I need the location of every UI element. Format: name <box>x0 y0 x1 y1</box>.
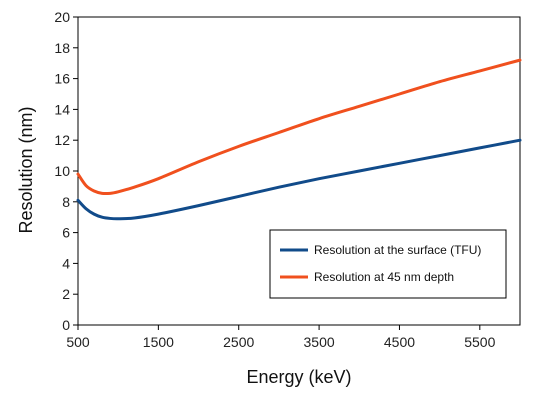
y-tick-label: 6 <box>62 225 70 241</box>
y-tick-label: 0 <box>62 317 70 333</box>
series-line-2 <box>76 58 522 196</box>
y-tick-label: 12 <box>54 132 70 148</box>
y-tick-label: 4 <box>62 255 70 271</box>
series-line-1 <box>76 138 522 221</box>
x-axis-label: Energy (keV) <box>246 367 351 387</box>
x-tick-label: 2500 <box>223 334 254 350</box>
x-tick-label: 1500 <box>143 334 174 350</box>
y-tick-label: 20 <box>54 9 70 25</box>
y-tick-label: 8 <box>62 194 70 210</box>
y-tick-label: 14 <box>54 101 70 117</box>
legend-label-1: Resolution at the surface (TFU) <box>314 243 481 257</box>
y-tick-label: 18 <box>54 40 70 56</box>
y-tick-label: 10 <box>54 163 70 179</box>
legend-label-2: Resolution at 45 nm depth <box>314 270 454 284</box>
y-axis-label: Resolution (nm) <box>16 106 36 233</box>
legend-box <box>269 229 507 299</box>
tick-labels: 0 2 4 6 8 10 12 14 16 18 20 500 1500 2500 3500 4500 5500 <box>54 9 495 350</box>
x-tick-label: 3500 <box>304 334 335 350</box>
x-tick-label: 5500 <box>464 334 495 350</box>
y-tick-label: 16 <box>54 71 70 87</box>
series-lines <box>76 58 522 221</box>
x-tick-label: 500 <box>66 334 90 350</box>
x-tick-label: 4500 <box>384 334 415 350</box>
axes <box>73 16 521 330</box>
legend: Resolution at the surface (TFU) Resolutio… <box>269 229 507 299</box>
y-tick-label: 2 <box>62 286 70 302</box>
